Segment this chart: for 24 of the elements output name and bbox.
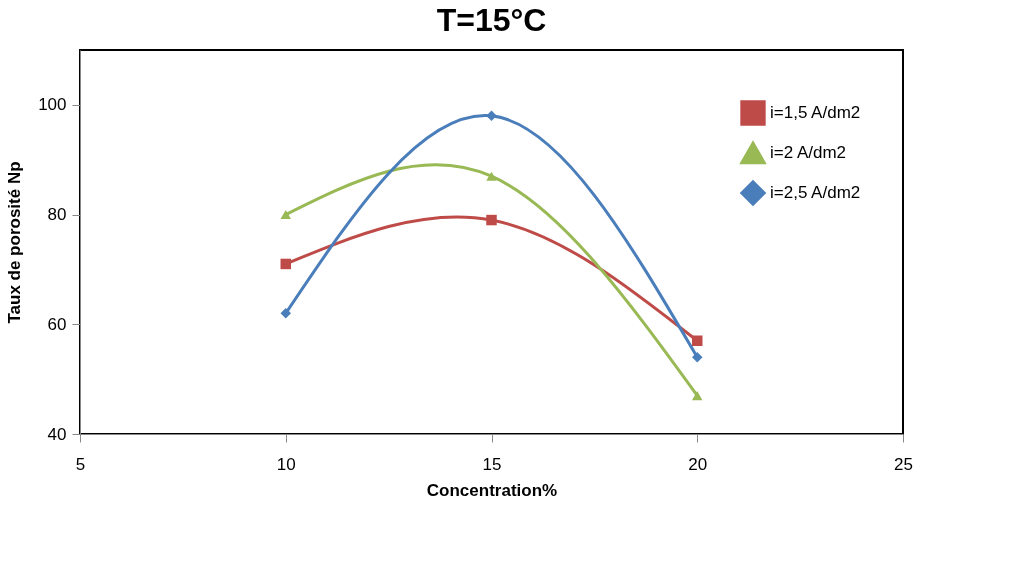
- chart-title: T=15°C: [436, 2, 547, 38]
- point: [280, 308, 291, 319]
- legend-label: i=1,5 A/dm2: [770, 103, 861, 122]
- y-axis-title: Taux de porosité Np: [5, 161, 25, 324]
- point: [280, 258, 291, 270]
- x-tick-label: 15: [482, 454, 502, 474]
- y-tick-label: 60: [47, 314, 67, 334]
- x-tick-label: 5: [75, 454, 86, 474]
- point: [692, 351, 703, 363]
- point: [486, 171, 497, 181]
- x-tick-label: 10: [276, 454, 296, 474]
- y-tick-label: 80: [47, 205, 67, 225]
- point: [486, 214, 497, 226]
- legend-label: i=2,5 A/dm2: [770, 183, 861, 202]
- point: [692, 335, 703, 346]
- point: [692, 391, 703, 401]
- y-tick-label: 40: [47, 424, 67, 444]
- x-axis-title: Concentration%: [426, 480, 558, 500]
- y-tick-label: 100: [38, 95, 67, 115]
- point: [280, 210, 291, 220]
- legend-label: i=2 A/dm2: [770, 143, 847, 162]
- point: [486, 110, 497, 122]
- x-tick-label: 25: [894, 454, 913, 474]
- x-tick-label: 20: [688, 454, 708, 474]
